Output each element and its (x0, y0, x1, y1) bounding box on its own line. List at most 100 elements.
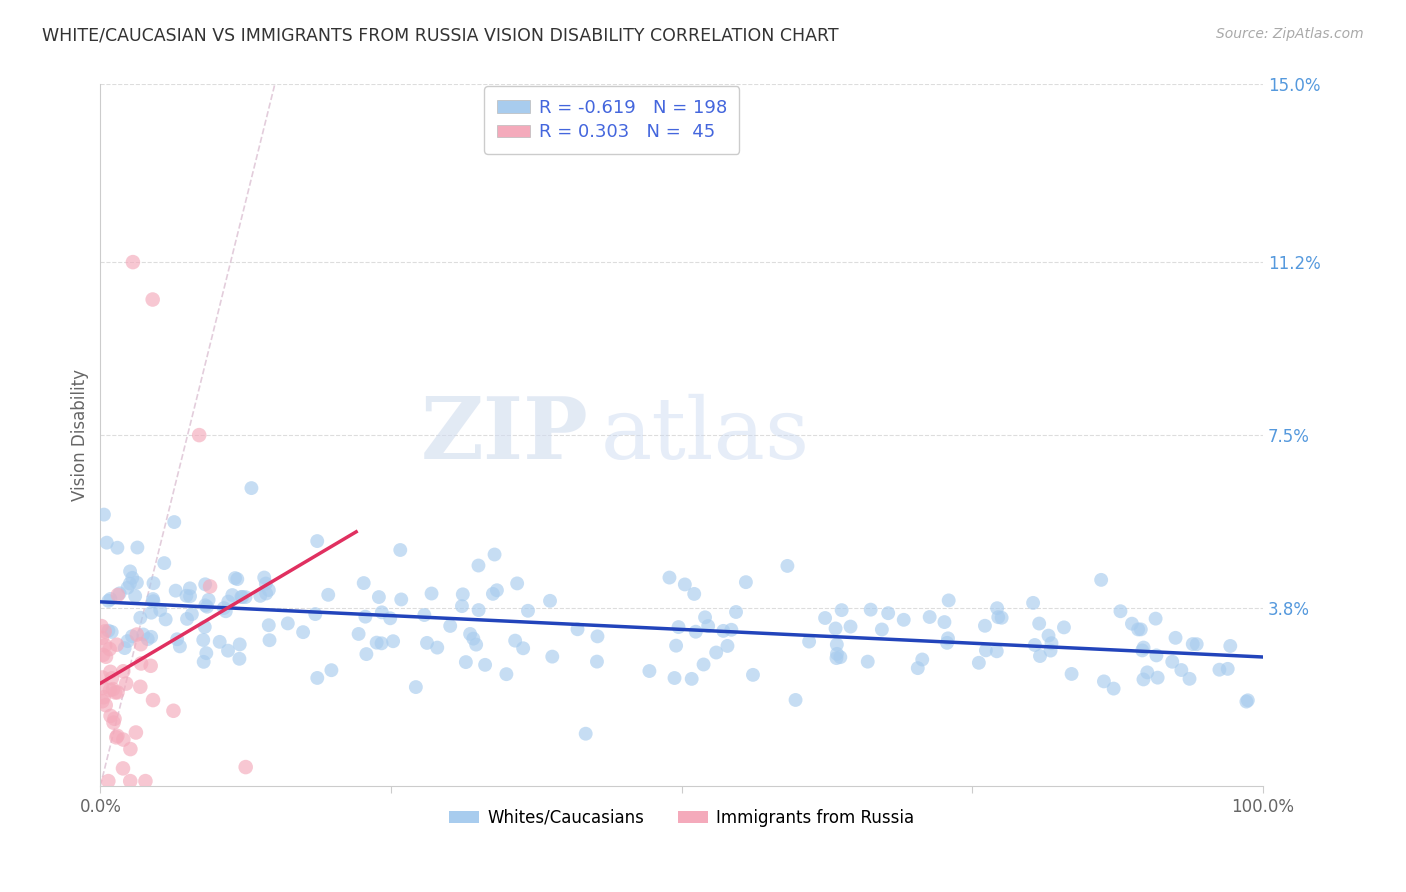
Point (142, 594, 165, 608)
Point (503, 633, 526, 648)
Point (353, 576, 375, 591)
Point (257, 582, 280, 597)
Point (120, 742, 142, 756)
Point (1164, 631, 1187, 645)
Point (316, 588, 339, 602)
Point (538, 594, 561, 608)
Point (986, 644, 1008, 658)
Point (97, 624, 120, 638)
Point (776, 558, 799, 573)
Point (465, 638, 488, 652)
Point (108, 586, 131, 600)
Point (451, 587, 474, 601)
Point (254, 586, 277, 600)
Point (93, 690, 115, 705)
Point (724, 605, 747, 619)
Point (120, 774, 142, 789)
Point (231, 590, 253, 604)
Point (681, 672, 703, 686)
Point (120, 565, 142, 579)
Point (132, 627, 155, 641)
Point (215, 604, 238, 618)
Point (967, 656, 990, 670)
Point (467, 603, 489, 617)
Point (1234, 695, 1257, 709)
Y-axis label: Vision Disability: Vision Disability (72, 369, 89, 501)
Point (321, 663, 343, 677)
Point (416, 636, 439, 650)
Point (512, 641, 534, 656)
Point (162, 704, 184, 718)
Point (658, 570, 681, 584)
Point (1170, 663, 1192, 677)
Point (986, 601, 1008, 615)
Point (240, 481, 263, 495)
Point (911, 652, 934, 666)
Point (197, 592, 219, 607)
Point (474, 657, 496, 672)
Point (105, 729, 128, 743)
Point (229, 637, 252, 651)
Point (193, 632, 215, 647)
Point (107, 588, 129, 602)
Text: ZIP: ZIP (420, 393, 589, 477)
Point (118, 576, 141, 591)
Point (347, 627, 370, 641)
Point (665, 639, 688, 653)
Point (692, 657, 714, 672)
Legend: Whites/Caucasians, Immigrants from Russia: Whites/Caucasians, Immigrants from Russi… (443, 802, 921, 833)
Point (1219, 639, 1241, 653)
Point (166, 632, 188, 647)
Point (1028, 616, 1050, 631)
Point (673, 577, 696, 591)
Point (735, 575, 758, 590)
Point (859, 602, 882, 616)
Point (1130, 643, 1153, 657)
Point (638, 664, 661, 678)
Point (307, 534, 329, 549)
Point (704, 646, 727, 660)
Point (439, 619, 461, 633)
Point (1024, 638, 1046, 652)
Point (382, 634, 405, 648)
Point (90, 619, 112, 633)
Point (142, 293, 165, 307)
Point (98, 642, 121, 657)
Point (155, 612, 177, 626)
Point (195, 599, 218, 614)
Point (134, 774, 156, 789)
Point (426, 640, 449, 655)
Point (208, 635, 231, 649)
Point (112, 732, 135, 747)
Point (458, 627, 481, 641)
Point (825, 651, 848, 665)
Point (893, 613, 915, 627)
Point (380, 611, 402, 625)
Point (1185, 637, 1208, 651)
Point (257, 618, 280, 632)
Point (463, 632, 485, 646)
Point (420, 586, 443, 600)
Point (366, 635, 388, 649)
Point (249, 589, 271, 603)
Point (100, 591, 122, 606)
Point (254, 576, 277, 591)
Point (356, 647, 378, 661)
Point (495, 667, 517, 681)
Point (94, 649, 117, 664)
Point (1022, 596, 1045, 610)
Point (139, 630, 162, 644)
Point (107, 685, 129, 699)
Point (105, 638, 128, 652)
Point (685, 624, 707, 639)
Point (97, 594, 120, 608)
Point (697, 619, 720, 633)
Point (870, 623, 893, 637)
Point (221, 588, 243, 602)
Point (93, 508, 115, 522)
Point (195, 646, 218, 660)
Point (936, 636, 959, 650)
Point (100, 624, 122, 639)
Point (100, 665, 122, 679)
Point (716, 639, 738, 653)
